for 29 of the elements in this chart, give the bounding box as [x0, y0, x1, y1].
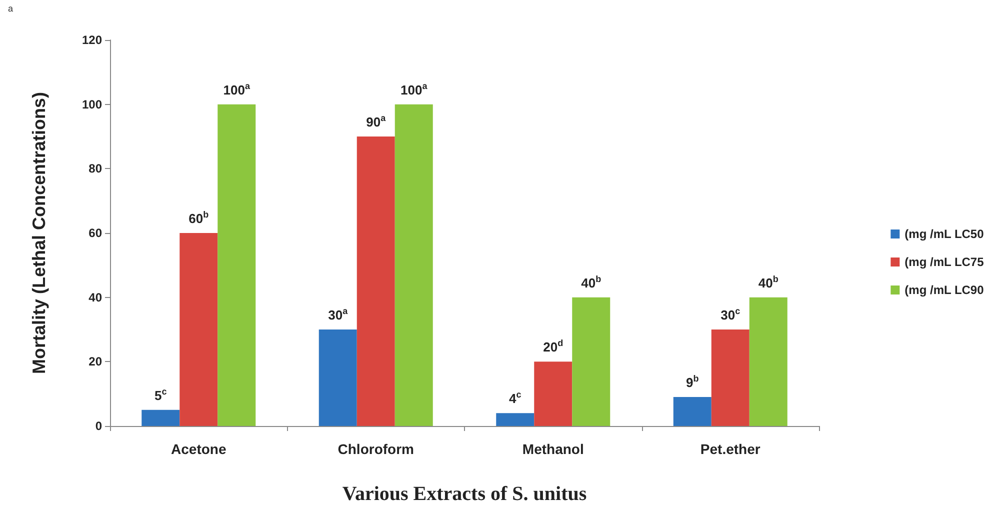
bar — [749, 297, 788, 426]
x-tick-label: Pet.ether — [700, 441, 761, 457]
text: a — [8, 4, 14, 14]
bar — [496, 413, 534, 426]
y-tick-label: 80 — [88, 162, 102, 176]
legend-label: (mg /mL LC90 — [904, 283, 984, 297]
x-tick-label: Acetone — [171, 441, 226, 457]
y-tick-label: 20 — [88, 354, 102, 369]
x-tick-label: Methanol — [522, 441, 584, 457]
bar — [394, 104, 433, 426]
y-tick-label: 40 — [88, 290, 102, 304]
y-axis-title: Mortality (Lethal Concentrations) — [29, 92, 49, 374]
bar — [711, 330, 750, 426]
legend-label: (mg /mL LC50 — [904, 227, 984, 241]
bar — [673, 397, 712, 426]
bar — [534, 362, 572, 426]
bar — [218, 104, 256, 426]
y-tick-label: 60 — [88, 226, 102, 240]
y-tick-label: 0 — [95, 419, 102, 433]
y-tick-label: 100 — [82, 97, 102, 112]
bar — [356, 136, 395, 426]
bar — [572, 297, 610, 426]
bar — [318, 330, 357, 426]
x-tick-label: Chloroform — [338, 441, 414, 457]
x-axis-title: Various Extracts of S. unitus — [342, 483, 587, 505]
legend-label: (mg /mL LC75 — [904, 255, 984, 269]
bar — [180, 233, 218, 426]
y-tick-label: 120 — [82, 33, 102, 47]
bar — [142, 410, 180, 426]
